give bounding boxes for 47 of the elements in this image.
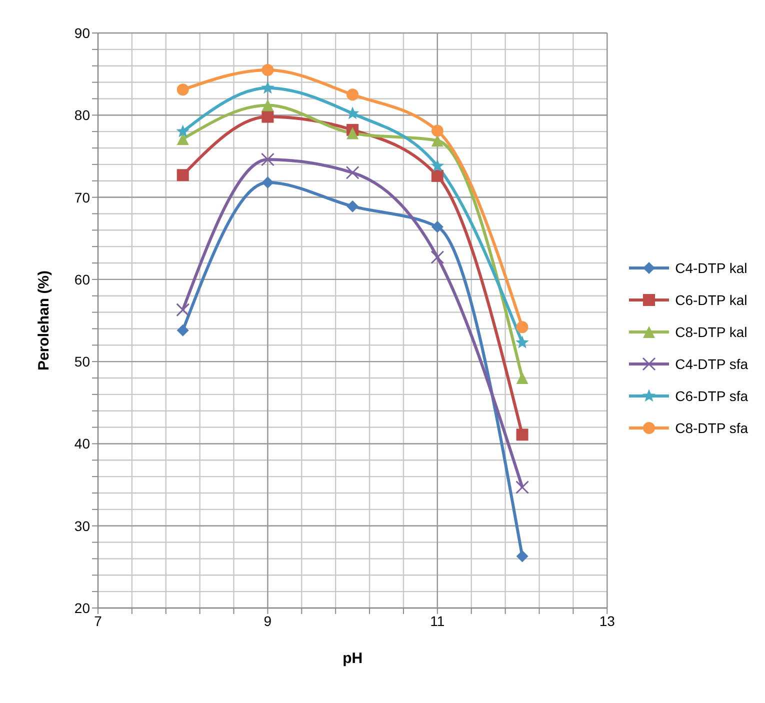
legend-label: C8-DTP kal (675, 324, 748, 340)
x-tick-label: 13 (599, 612, 616, 629)
x-tick-label: 11 (430, 612, 445, 629)
point (516, 336, 529, 348)
point (516, 550, 528, 562)
x-tick-label: 9 (264, 612, 272, 629)
y-tick-label: 60 (74, 271, 90, 288)
legend-label: C4-DTP kal (675, 260, 748, 276)
point (262, 99, 274, 112)
point (176, 303, 190, 317)
point (260, 152, 274, 166)
point (516, 372, 528, 384)
legend-label: C6-DTP kal (675, 292, 748, 308)
point (431, 170, 444, 182)
legend-label: C4-DTP sfa (675, 356, 748, 372)
point (262, 64, 274, 76)
legend-label: C6-DTP sfa (675, 388, 748, 404)
point (262, 176, 274, 188)
point (430, 250, 444, 264)
point (346, 200, 359, 212)
x-axis-title: pH (342, 650, 363, 667)
point (346, 127, 359, 140)
point (261, 81, 274, 94)
point (176, 324, 189, 336)
y-axis-title: Perolehan (%) (35, 270, 52, 370)
point (346, 166, 360, 180)
y-tick-label: 20 (74, 600, 90, 616)
point (430, 159, 444, 172)
point (346, 106, 360, 120)
point (431, 124, 444, 137)
point (176, 84, 189, 96)
point (176, 124, 190, 138)
y-tick-label: 80 (74, 107, 90, 124)
y-tick-label: 30 (74, 518, 90, 534)
y-tick-label: 90 (74, 24, 90, 41)
point (346, 88, 359, 101)
point (262, 110, 274, 123)
y-tick-label: 70 (74, 189, 90, 206)
point (516, 480, 530, 494)
point (431, 220, 444, 233)
point (176, 169, 189, 182)
x-tick-label: 7 (94, 612, 102, 629)
legend-label: C8-DTP sfa (675, 420, 748, 436)
y-tick-label: 50 (74, 354, 90, 370)
y-tick-label: 40 (74, 436, 90, 452)
point (516, 321, 528, 334)
point (516, 428, 528, 441)
